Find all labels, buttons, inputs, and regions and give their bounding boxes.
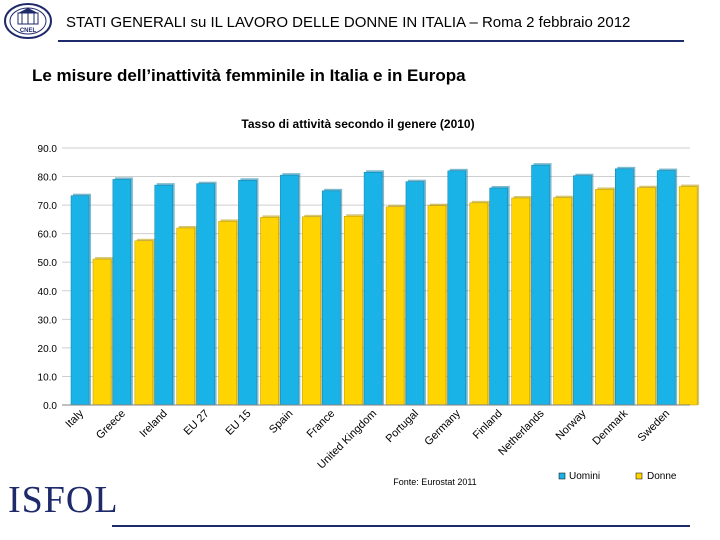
bar-uomini-france <box>321 190 341 406</box>
x-tick-label: Netherlands <box>496 407 547 458</box>
footer-divider <box>112 525 690 527</box>
bar-uomini-eu-27 <box>196 183 215 406</box>
bar-uomini-norway <box>573 175 592 406</box>
bar-uomini-greece <box>112 179 132 406</box>
bar-donne-finland <box>511 197 530 406</box>
cnel-seal-logo: CNEL <box>4 3 52 39</box>
bar-donne-portugal <box>427 205 447 406</box>
bar-donne-eu-27 <box>218 221 237 406</box>
x-tick-label: Ireland <box>138 408 170 440</box>
y-tick-label: 20.0 <box>38 344 58 355</box>
bar-uomini-eu-15 <box>238 180 257 406</box>
x-tick-label: EU 15 <box>223 408 253 438</box>
bar-donne-spain <box>302 216 321 406</box>
bar-uomini-sweden <box>656 170 676 406</box>
bar-donne-ireland <box>176 227 195 406</box>
bar-uomini-netherlands <box>531 164 550 406</box>
bar-donne-italy <box>92 258 112 406</box>
bars <box>70 163 700 406</box>
x-tick-label: Germany <box>422 407 463 448</box>
y-tick-label: 40.0 <box>38 287 58 298</box>
x-tick-label: Denmark <box>590 407 630 447</box>
x-tick-label: Portugal <box>384 408 421 445</box>
bar-donne-netherlands <box>553 197 572 406</box>
y-tick-label: 50.0 <box>38 258 58 269</box>
bar-uomini-denmark <box>615 168 634 406</box>
x-tick-label: Finland <box>471 408 505 442</box>
bar-donne-germany <box>469 202 489 406</box>
x-tick-label: Greece <box>94 408 128 442</box>
bar-uomini-spain <box>280 174 299 406</box>
bar-uomini-finland <box>489 187 508 406</box>
y-tick-label: 80.0 <box>38 173 58 184</box>
y-tick-label: 0.0 <box>43 401 57 412</box>
bar-uomini-united-kingdom <box>363 172 383 406</box>
bar-donne-france <box>343 215 363 406</box>
chart-legend: Uomini Donne <box>558 471 677 482</box>
legend-label-uomini: Uomini <box>569 471 600 482</box>
y-tick-label: 60.0 <box>38 230 58 241</box>
chart-source: Fonte: Eurostat 2011 <box>393 477 476 487</box>
y-tick-label: 70.0 <box>38 201 58 212</box>
x-tick-label: Norway <box>554 407 589 442</box>
header-divider <box>58 40 684 42</box>
y-axis-ticks: 90.0 80.0 70.0 60.0 50.0 40.0 30.0 20.0 10.0 0.0 <box>38 144 58 412</box>
bar-donne-norway <box>595 189 614 406</box>
x-tick-label: EU 27 <box>182 408 212 438</box>
y-tick-label: 30.0 <box>38 315 58 326</box>
x-axis-labels: Italy Greece Ireland EU 27 EU 15 Spain FranceU… <box>63 407 672 471</box>
page-header-title: STATI GENERALI su IL LAVORO DELLE DONNE … <box>66 14 631 31</box>
x-tick-label: Sweden <box>636 408 673 445</box>
x-tick-label: Spain <box>267 408 295 436</box>
legend-label-donne: Donne <box>647 471 677 482</box>
isfol-logo: ISFOL <box>8 479 119 521</box>
slide-subtitle: Le misure dell’inattività femminile in I… <box>32 66 466 85</box>
chart-title: Tasso di attività secondo il genere (201… <box>241 117 474 131</box>
bar-uomini-italy <box>70 195 90 406</box>
legend-swatch-donne <box>635 472 643 480</box>
seal-text: CNEL <box>20 28 37 34</box>
bar-uomini-portugal <box>405 181 425 406</box>
x-tick-label: France <box>305 408 338 441</box>
bar-donne-denmark <box>637 187 656 406</box>
y-tick-label: 90.0 <box>38 144 58 155</box>
bar-uomini-ireland <box>154 184 173 406</box>
bar-donne-greece <box>134 240 154 406</box>
y-tick-label: 10.0 <box>38 372 58 383</box>
bar-uomini-germany <box>447 170 467 406</box>
bar-donne-eu-15 <box>260 217 279 406</box>
legend-swatch-uomini <box>558 472 566 480</box>
bar-donne-united-kingdom <box>385 206 405 406</box>
x-tick-label: Italy <box>63 407 86 430</box>
bar-donne-sweden <box>678 186 698 406</box>
